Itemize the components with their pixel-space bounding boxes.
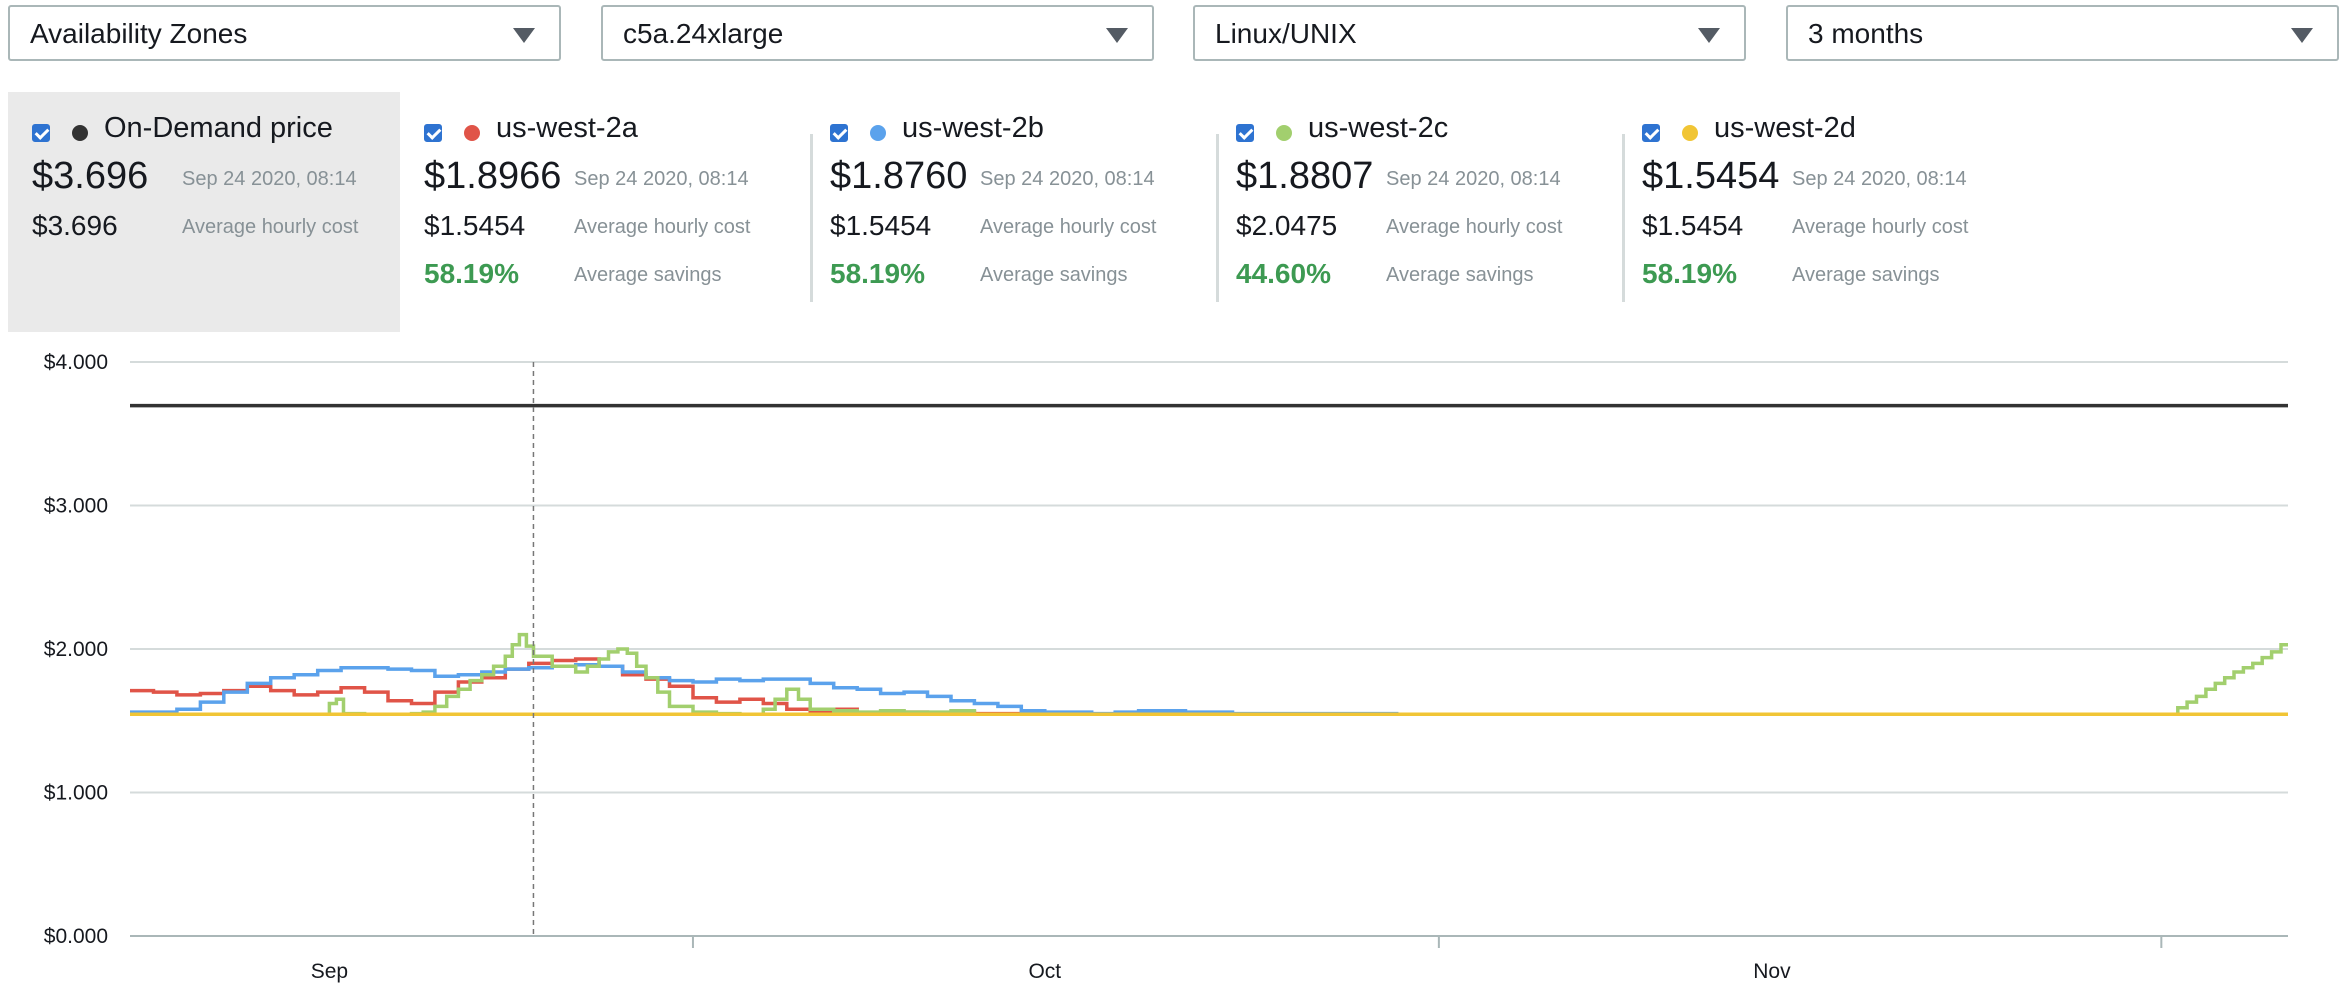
average-hourly-cost-label: Average hourly cost	[182, 216, 359, 238]
y-tick-label: $0.000	[44, 925, 108, 948]
x-tick-label: Sep	[311, 960, 348, 983]
price-timestamp: Sep 24 2020, 08:14	[980, 168, 1155, 190]
series-color-dot	[1682, 125, 1698, 141]
average-savings: 58.19%	[424, 258, 519, 289]
checkbox-us-west-2a[interactable]	[424, 124, 442, 142]
series-line-us-west-2c	[130, 632, 2288, 716]
date-range-value: 3 months	[1808, 18, 1924, 49]
legend-card-us-west-2b[interactable]: us-west-2b $1.8760 Sep 24 2020, 08:14 $1…	[810, 92, 1212, 332]
average-hourly-cost: $1.5454	[1642, 210, 1744, 241]
region-view-select[interactable]: Availability Zones	[8, 5, 561, 61]
series-line-us-west-2a	[130, 657, 2288, 716]
x-tick-label: Nov	[1753, 960, 1791, 983]
current-price: $1.8807	[1236, 155, 1374, 197]
legend-card-us-west-2d[interactable]: us-west-2d $1.5454 Sep 24 2020, 08:14 $1…	[1622, 92, 2024, 332]
current-price: $3.696	[32, 155, 149, 197]
average-savings: 58.19%	[1642, 258, 1737, 289]
average-hourly-cost: $1.5454	[830, 210, 932, 241]
y-tick-label: $3.000	[44, 495, 108, 518]
series-color-dot	[1276, 125, 1292, 141]
date-range-select[interactable]: 3 months	[1786, 5, 2339, 61]
legend-divider	[1216, 134, 1219, 302]
chevron-down-icon	[2291, 28, 2313, 43]
series-color-dot	[464, 125, 480, 141]
instance-type-value: c5a.24xlarge	[623, 18, 784, 49]
platform-select[interactable]: Linux/UNIX	[1193, 5, 1746, 61]
legend-card-on-demand[interactable]: On-Demand price $3.696 Sep 24 2020, 08:1…	[8, 92, 400, 332]
current-price: $1.8760	[830, 155, 968, 197]
price-timestamp: Sep 24 2020, 08:14	[574, 168, 749, 190]
chevron-down-icon	[1106, 28, 1128, 43]
checkbox-us-west-2d[interactable]	[1642, 124, 1660, 142]
price-timestamp: Sep 24 2020, 08:14	[182, 168, 357, 190]
average-hourly-cost-label: Average hourly cost	[980, 216, 1157, 238]
legend-card-us-west-2c[interactable]: us-west-2c $1.8807 Sep 24 2020, 08:14 $2…	[1216, 92, 1618, 332]
legend-divider	[810, 134, 813, 302]
series-line-us-west-2b	[130, 663, 2288, 716]
average-savings-label: Average savings	[574, 264, 722, 286]
average-savings: 44.60%	[1236, 258, 1331, 289]
price-legend: On-Demand price $3.696 Sep 24 2020, 08:1…	[0, 92, 2344, 336]
average-hourly-cost-label: Average hourly cost	[1792, 216, 1969, 238]
checkbox-on-demand[interactable]	[32, 124, 50, 142]
average-hourly-cost-label: Average hourly cost	[574, 216, 751, 238]
y-tick-label: $4.000	[44, 351, 108, 374]
chevron-down-icon	[1698, 28, 1720, 43]
average-hourly-cost: $3.696	[32, 210, 118, 241]
average-savings-label: Average savings	[1792, 264, 1940, 286]
legend-name: us-west-2c	[1308, 112, 1449, 144]
legend-name: us-west-2b	[902, 112, 1044, 144]
average-hourly-cost: $1.5454	[424, 210, 526, 241]
legend-name: us-west-2a	[496, 112, 638, 144]
price-timestamp: Sep 24 2020, 08:14	[1792, 168, 1967, 190]
average-savings: 58.19%	[830, 258, 925, 289]
platform-value: Linux/UNIX	[1215, 18, 1357, 49]
price-timestamp: Sep 24 2020, 08:14	[1386, 168, 1561, 190]
average-savings-label: Average savings	[980, 264, 1128, 286]
legend-card-us-west-2a[interactable]: us-west-2a $1.8966 Sep 24 2020, 08:14 $1…	[408, 92, 806, 332]
chevron-down-icon	[513, 28, 535, 43]
region-view-value: Availability Zones	[30, 18, 248, 49]
legend-name: us-west-2d	[1714, 112, 1856, 144]
x-tick-label: Oct	[1028, 960, 1061, 983]
series-color-dot	[870, 125, 886, 141]
current-price: $1.5454	[1642, 155, 1780, 197]
instance-type-select[interactable]: c5a.24xlarge	[601, 5, 1154, 61]
y-tick-label: $2.000	[44, 638, 108, 661]
checkbox-us-west-2c[interactable]	[1236, 124, 1254, 142]
series-color-dot	[72, 125, 88, 141]
y-tick-label: $1.000	[44, 782, 108, 805]
average-savings-label: Average savings	[1386, 264, 1534, 286]
filter-bar: Availability Zones c5a.24xlarge Linux/UN…	[0, 0, 2344, 70]
average-hourly-cost-label: Average hourly cost	[1386, 216, 1563, 238]
price-history-chart[interactable]: $4.000 $3.000 $2.000 $1.000 $0.000 Sep Oct Nov	[0, 340, 2344, 1008]
checkbox-us-west-2b[interactable]	[830, 124, 848, 142]
current-price: $1.8966	[424, 155, 562, 197]
legend-name: On-Demand price	[104, 112, 333, 144]
legend-divider	[1622, 134, 1625, 302]
average-hourly-cost: $2.0475	[1236, 210, 1338, 241]
